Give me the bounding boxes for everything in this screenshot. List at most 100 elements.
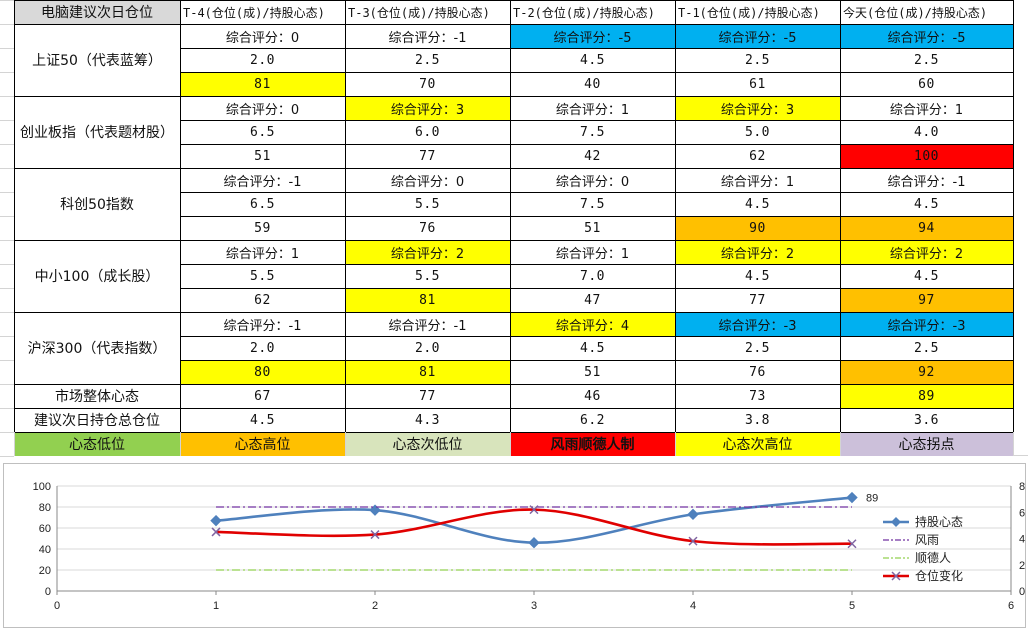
score-cell[interactable]: 综合评分：-5 xyxy=(510,24,675,48)
mood-cell[interactable]: 51 xyxy=(510,360,675,384)
market-mood-cell[interactable]: 73 xyxy=(675,384,840,408)
score-cell[interactable]: 综合评分：1 xyxy=(180,240,345,264)
score-cell[interactable]: 综合评分：2 xyxy=(675,240,840,264)
header-cell-label[interactable]: 电脑建议次日仓位 xyxy=(14,0,180,24)
position-cell[interactable]: 7.0 xyxy=(510,264,675,288)
legend-cell[interactable]: 风雨顺德人制 xyxy=(510,432,675,456)
header-cell-day-1[interactable]: T-4(仓位(成)/持股心态) xyxy=(180,0,345,24)
mood-cell[interactable]: 81 xyxy=(345,288,510,312)
mood-cell[interactable]: 70 xyxy=(345,72,510,96)
position-cell[interactable]: 4.5 xyxy=(840,264,1013,288)
mood-cell[interactable]: 80 xyxy=(180,360,345,384)
mood-cell[interactable]: 59 xyxy=(180,216,345,240)
score-cell[interactable]: 综合评分：0 xyxy=(345,168,510,192)
position-cell[interactable]: 4.5 xyxy=(675,192,840,216)
position-cell[interactable]: 5.5 xyxy=(180,264,345,288)
mood-cell[interactable]: 60 xyxy=(840,72,1013,96)
score-cell[interactable]: 综合评分：-1 xyxy=(840,168,1013,192)
position-cell[interactable]: 4.5 xyxy=(510,336,675,360)
position-cell[interactable]: 2.0 xyxy=(180,336,345,360)
market-mood-cell[interactable]: 67 xyxy=(180,384,345,408)
position-cell[interactable]: 4.5 xyxy=(510,48,675,72)
position-cell[interactable]: 2.5 xyxy=(840,48,1013,72)
position-cell[interactable]: 6.5 xyxy=(180,120,345,144)
position-cell[interactable]: 2.5 xyxy=(345,48,510,72)
score-cell[interactable]: 综合评分：1 xyxy=(510,96,675,120)
header-cell-day-2[interactable]: T-3(仓位(成)/持股心态) xyxy=(345,0,510,24)
header-cell-day-4[interactable]: T-1(仓位(成)/持股心态) xyxy=(675,0,840,24)
market-mood-cell[interactable]: 46 xyxy=(510,384,675,408)
mood-cell[interactable]: 100 xyxy=(840,144,1013,168)
market-mood-cell[interactable]: 89 xyxy=(840,384,1013,408)
total-position-cell[interactable]: 4.5 xyxy=(180,408,345,432)
score-cell[interactable]: 综合评分：0 xyxy=(180,96,345,120)
index-name[interactable]: 沪深300（代表指数） xyxy=(14,312,180,384)
score-cell[interactable]: 综合评分：-5 xyxy=(675,24,840,48)
index-name[interactable]: 科创50指数 xyxy=(14,168,180,240)
legend-cell[interactable]: 心态拐点 xyxy=(840,432,1013,456)
mood-cell[interactable]: 77 xyxy=(345,144,510,168)
position-cell[interactable]: 2.5 xyxy=(675,48,840,72)
legend-cell[interactable]: 心态次低位 xyxy=(345,432,510,456)
score-cell[interactable]: 综合评分：-1 xyxy=(345,312,510,336)
position-cell[interactable]: 2.5 xyxy=(675,336,840,360)
score-cell[interactable]: 综合评分：-3 xyxy=(840,312,1013,336)
index-name[interactable]: 创业板指（代表题材股） xyxy=(14,96,180,168)
mood-cell[interactable]: 81 xyxy=(345,360,510,384)
score-cell[interactable]: 综合评分：-1 xyxy=(180,168,345,192)
score-cell[interactable]: 综合评分：-5 xyxy=(840,24,1013,48)
mood-cell[interactable]: 42 xyxy=(510,144,675,168)
score-cell[interactable]: 综合评分：-3 xyxy=(675,312,840,336)
mood-cell[interactable]: 62 xyxy=(180,288,345,312)
position-cell[interactable]: 7.5 xyxy=(510,192,675,216)
position-cell[interactable]: 6.0 xyxy=(345,120,510,144)
index-name[interactable]: 上证50（代表蓝筹） xyxy=(14,24,180,96)
total-position-label[interactable]: 建议次日持仓总仓位 xyxy=(14,408,180,432)
mood-cell[interactable]: 61 xyxy=(675,72,840,96)
market-mood-label[interactable]: 市场整体心态 xyxy=(14,384,180,408)
mood-cell[interactable]: 76 xyxy=(675,360,840,384)
position-cell[interactable]: 4.0 xyxy=(840,120,1013,144)
position-cell[interactable]: 2.0 xyxy=(345,336,510,360)
mood-cell[interactable]: 76 xyxy=(345,216,510,240)
mood-cell[interactable]: 51 xyxy=(510,216,675,240)
score-cell[interactable]: 综合评分：0 xyxy=(180,24,345,48)
score-cell[interactable]: 综合评分：3 xyxy=(345,96,510,120)
score-cell[interactable]: 综合评分：4 xyxy=(510,312,675,336)
mood-cell[interactable]: 77 xyxy=(675,288,840,312)
position-cell[interactable]: 2.5 xyxy=(840,336,1013,360)
position-cell[interactable]: 4.5 xyxy=(840,192,1013,216)
score-cell[interactable]: 综合评分：2 xyxy=(345,240,510,264)
total-position-cell[interactable]: 6.2 xyxy=(510,408,675,432)
mood-cell[interactable]: 40 xyxy=(510,72,675,96)
score-cell[interactable]: 综合评分：1 xyxy=(840,96,1013,120)
score-cell[interactable]: 综合评分：2 xyxy=(840,240,1013,264)
mood-cell[interactable]: 97 xyxy=(840,288,1013,312)
header-cell-day-5[interactable]: 今天(仓位(成)/持股心态) xyxy=(840,0,1013,24)
total-position-cell[interactable]: 4.3 xyxy=(345,408,510,432)
mood-cell[interactable]: 62 xyxy=(675,144,840,168)
legend-cell[interactable]: 心态高位 xyxy=(180,432,345,456)
mood-cell[interactable]: 47 xyxy=(510,288,675,312)
mood-cell[interactable]: 81 xyxy=(180,72,345,96)
index-name[interactable]: 中小100（成长股） xyxy=(14,240,180,312)
position-cell[interactable]: 4.5 xyxy=(675,264,840,288)
market-mood-cell[interactable]: 77 xyxy=(345,384,510,408)
mood-cell[interactable]: 94 xyxy=(840,216,1013,240)
score-cell[interactable]: 综合评分：1 xyxy=(675,168,840,192)
mood-cell[interactable]: 51 xyxy=(180,144,345,168)
position-cell[interactable]: 7.5 xyxy=(510,120,675,144)
score-cell[interactable]: 综合评分：-1 xyxy=(180,312,345,336)
mood-cell[interactable]: 92 xyxy=(840,360,1013,384)
legend-cell[interactable]: 心态低位 xyxy=(14,432,180,456)
mood-cell[interactable]: 90 xyxy=(675,216,840,240)
total-position-cell[interactable]: 3.8 xyxy=(675,408,840,432)
score-cell[interactable]: 综合评分：3 xyxy=(675,96,840,120)
position-cell[interactable]: 5.5 xyxy=(345,264,510,288)
position-cell[interactable]: 5.5 xyxy=(345,192,510,216)
score-cell[interactable]: 综合评分：-1 xyxy=(345,24,510,48)
position-cell[interactable]: 6.5 xyxy=(180,192,345,216)
position-cell[interactable]: 5.0 xyxy=(675,120,840,144)
header-cell-day-3[interactable]: T-2(仓位(成)/持股心态) xyxy=(510,0,675,24)
score-cell[interactable]: 综合评分：0 xyxy=(510,168,675,192)
